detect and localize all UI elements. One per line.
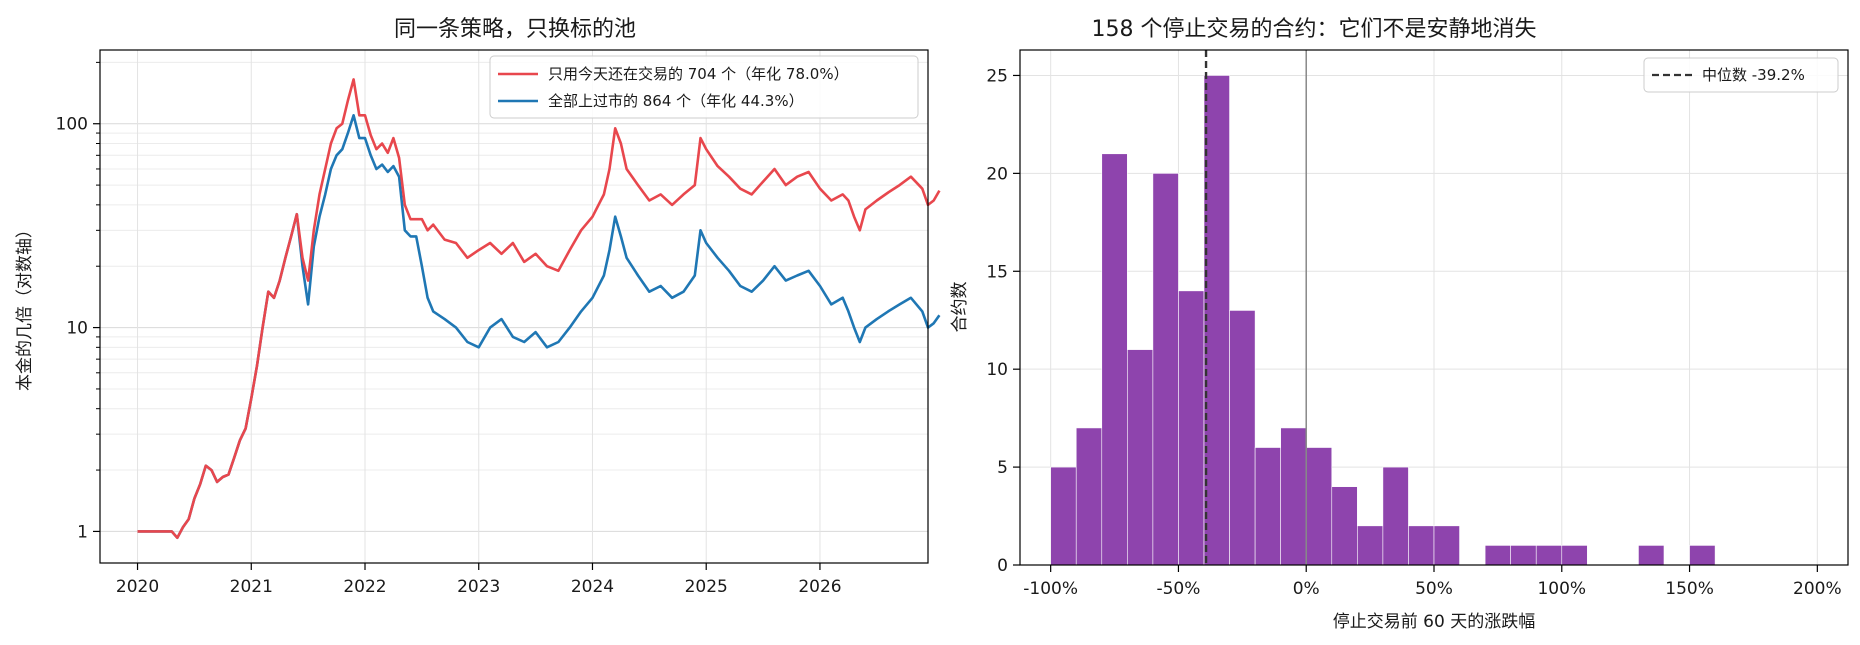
histogram-bar bbox=[1510, 545, 1537, 566]
x-tick-label: 2026 bbox=[798, 577, 841, 597]
histogram-bar bbox=[1178, 290, 1205, 566]
x-tick-label: -50% bbox=[1156, 579, 1200, 599]
histogram-bar bbox=[1638, 545, 1665, 566]
histogram-xlabel: 停止交易前 60 天的涨跌幅 bbox=[1333, 612, 1535, 632]
line-chart-legend: 只用今天还在交易的 704 个（年化 78.0%） 全部上过市的 864 个（年… bbox=[489, 55, 919, 119]
legend-label-series-1: 只用今天还在交易的 704 个（年化 78.0%） bbox=[548, 65, 849, 83]
histogram-bar bbox=[1535, 545, 1563, 566]
y-tick-label: 1 bbox=[77, 522, 88, 542]
x-tick-label: 50% bbox=[1415, 579, 1453, 599]
x-tick-label: 2022 bbox=[343, 577, 386, 597]
line-chart-grid bbox=[100, 50, 928, 563]
histogram-bar bbox=[1101, 153, 1128, 566]
histogram-bar bbox=[1357, 525, 1384, 566]
x-tick-label: 2023 bbox=[457, 577, 500, 597]
line-chart-title: 同一条策略，只换标的池 bbox=[394, 17, 636, 42]
y-tick-label: 5 bbox=[997, 458, 1008, 478]
y-tick-label: 100 bbox=[56, 115, 88, 135]
y-tick-label: 0 bbox=[997, 556, 1008, 576]
legend-label-series-2: 全部上过市的 864 个（年化 44.3%） bbox=[548, 92, 804, 110]
histogram-title: 158 个停止交易的合约：它们不是安静地消失 bbox=[1092, 17, 1537, 42]
histogram-bar bbox=[1229, 310, 1256, 566]
line-chart-ylabel: 本金的几倍（对数轴） bbox=[15, 221, 35, 391]
histogram-ylabel: 合约数 bbox=[950, 282, 970, 333]
histogram-bar bbox=[1152, 173, 1179, 566]
histogram-reference-lines bbox=[1204, 50, 1307, 565]
line-chart-frame bbox=[99, 49, 929, 564]
line-chart-ticks: 1 10 100 2020 2021 2022 2023 2024 2025 2026 bbox=[56, 61, 842, 597]
x-tick-label: 2020 bbox=[116, 577, 159, 597]
x-tick-label: 100% bbox=[1537, 579, 1586, 599]
series-line-1 bbox=[137, 78, 941, 540]
series-line-2 bbox=[137, 114, 941, 540]
histogram-bar bbox=[1689, 545, 1716, 566]
x-tick-label: 2024 bbox=[571, 577, 614, 597]
y-tick-label: 10 bbox=[66, 319, 88, 339]
histogram-bar bbox=[1382, 466, 1409, 566]
histogram-bar bbox=[1075, 427, 1103, 566]
histogram-bar bbox=[1484, 545, 1511, 566]
histogram-bar bbox=[1050, 466, 1077, 566]
histogram-bar bbox=[1305, 447, 1333, 566]
histogram-bar bbox=[1203, 75, 1230, 566]
histogram-legend-box bbox=[1643, 57, 1839, 93]
x-tick-label: -100% bbox=[1023, 579, 1078, 599]
line-chart-panel: 同一条策略，只换标的池 1 10 100 2020 2021 2022 2023 2024 20… bbox=[15, 17, 941, 597]
histogram-bar bbox=[1331, 486, 1358, 566]
histogram-bar bbox=[1254, 447, 1281, 566]
histogram-legend: 中位数 -39.2% bbox=[1643, 57, 1839, 93]
histogram-bar bbox=[1280, 427, 1307, 566]
histogram-bars bbox=[1050, 75, 1716, 566]
histogram-bar bbox=[1127, 349, 1154, 566]
histogram-bar bbox=[1561, 545, 1588, 566]
histogram-ticks: 0 5 10 15 20 25 -100% -50% 0% 50% 100% 150% 200% bbox=[986, 66, 1841, 599]
histogram-panel: 158 个停止交易的合约：它们不是安静地消失 0 5 10 15 20 25 -100% -5… bbox=[950, 17, 1849, 632]
legend-label-median: 中位数 -39.2% bbox=[1702, 66, 1805, 84]
line-chart-series bbox=[137, 78, 941, 540]
y-tick-label: 25 bbox=[986, 66, 1008, 86]
y-tick-label: 20 bbox=[986, 164, 1008, 184]
x-tick-label: 2021 bbox=[230, 577, 273, 597]
x-tick-label: 200% bbox=[1793, 579, 1842, 599]
x-tick-label: 2025 bbox=[685, 577, 728, 597]
line-chart-legend-box bbox=[489, 55, 919, 119]
x-tick-label: 150% bbox=[1665, 579, 1714, 599]
histogram-bar bbox=[1408, 525, 1435, 566]
histogram-bar bbox=[1433, 525, 1460, 566]
y-tick-label: 10 bbox=[986, 360, 1008, 380]
x-tick-label: 0% bbox=[1293, 579, 1320, 599]
y-tick-label: 15 bbox=[986, 262, 1008, 282]
